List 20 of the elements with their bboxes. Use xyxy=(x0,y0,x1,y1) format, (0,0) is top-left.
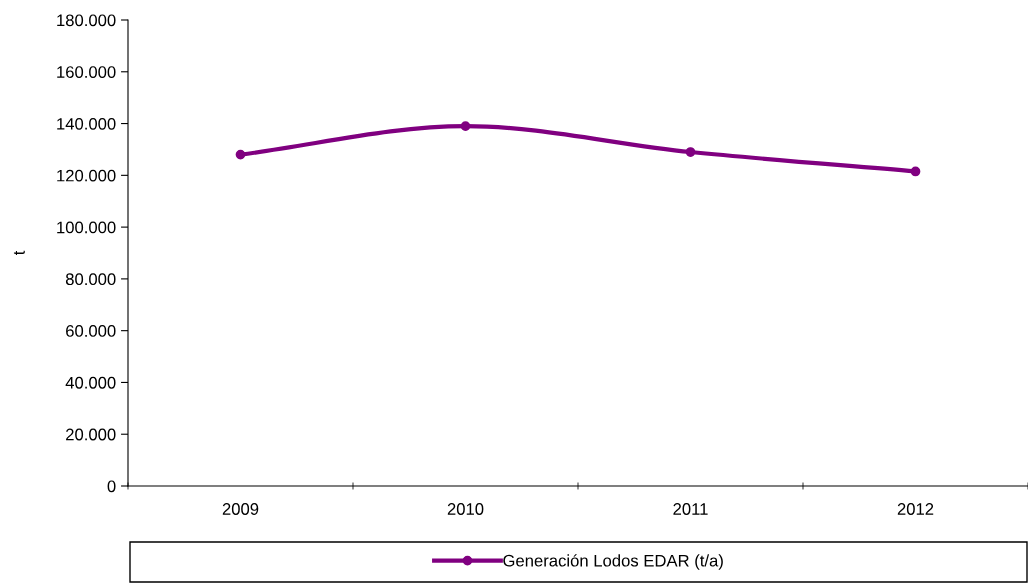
y-tick-label: 100.000 xyxy=(57,221,116,234)
point xyxy=(685,147,696,157)
y-tick-label: 0 xyxy=(107,480,116,493)
y-tick-label: 60.000 xyxy=(66,325,116,337)
point xyxy=(235,149,246,160)
y-tick-label: 160.000 xyxy=(57,66,116,78)
x-tick-label: 2011 xyxy=(673,503,708,515)
x-tick-label: 2012 xyxy=(897,503,934,515)
y-tick-label: 20.000 xyxy=(66,428,116,441)
legend-label: Generación Lodos EDAR (t/a) xyxy=(503,554,723,570)
x-tick-label: 2009 xyxy=(222,503,259,515)
x-tick-label: 2010 xyxy=(447,503,484,515)
y-tick-label: 40.000 xyxy=(65,376,116,389)
point xyxy=(910,166,921,177)
point xyxy=(460,121,471,132)
y-tick-label: 140.000 xyxy=(57,117,116,130)
y-tick-label: 120.000 xyxy=(57,169,116,182)
y-axis-title: t xyxy=(13,250,25,256)
y-tick-label: 180.000 xyxy=(57,14,116,27)
y-tick-label: 80.000 xyxy=(65,273,116,286)
